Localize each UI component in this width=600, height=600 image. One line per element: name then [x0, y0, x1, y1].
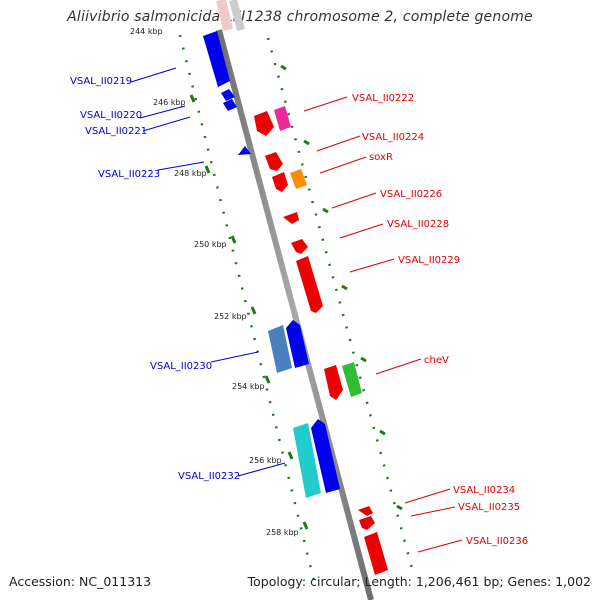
kbp-label: 258 kbp [266, 528, 299, 537]
kbp-label: 248 kbp [174, 169, 207, 178]
kbp-label: 246 kbp [153, 98, 186, 107]
gene-chev-a [324, 365, 343, 400]
gene-label: VSAL_II0223 [98, 169, 160, 180]
gene-label: VSAL_II0222 [352, 93, 414, 104]
gene-vsal-ii0221 [223, 99, 237, 111]
gene-label: VSAL_II0235 [458, 502, 520, 513]
gene-label: VSAL_II0221 [85, 126, 147, 137]
reverse-strand-genes [203, 31, 340, 498]
gene-vsal-ii0229 [296, 256, 323, 313]
gene-vsal-ii0235 [359, 516, 375, 530]
gene-chev-b [342, 362, 362, 397]
gene-label: VSAL_II0228 [387, 219, 449, 230]
backbone [216, 0, 374, 600]
gene-label: VSAL_II0232 [178, 471, 240, 482]
genome-stats-text: Topology: circular; Length: 1,206,461 bp… [247, 574, 591, 589]
gene-label: VSAL_II0224 [362, 132, 424, 143]
gene-label: VSAL_II0234 [453, 485, 515, 496]
dotted-tick-lines [178, 34, 415, 586]
kbp-labels: 244 kbp 246 kbp 248 kbp 250 kbp 252 kbp … [130, 27, 299, 537]
kbp-label: 244 kbp [130, 27, 163, 36]
kbp-label: 250 kbp [194, 240, 227, 249]
gene-label: VSAL_II0226 [380, 189, 442, 200]
gene-vsal-ii0222-a [254, 111, 274, 136]
accession-text: Accession: NC_011313 [9, 574, 152, 589]
gene-vsal-ii0230-b [286, 320, 309, 368]
gene-vsal-ii0226 [283, 212, 299, 224]
gene-vsal-ii0222-b [274, 106, 291, 131]
gene-label: VSAL_II0230 [150, 361, 212, 372]
kbp-label: 252 kbp [214, 312, 247, 321]
major-ticks [189, 64, 403, 530]
gene-label: cheV [424, 355, 449, 366]
gene-label: VSAL_II0220 [80, 110, 142, 121]
gene-vsal-ii0232-a [293, 423, 321, 498]
gene-vsal-ii0236 [364, 532, 388, 575]
forward-strand-genes [254, 106, 388, 575]
kbp-label: 256 kbp [249, 456, 282, 465]
gene-label: VSAL_II0236 [466, 536, 528, 547]
gene-label: VSAL_II0229 [398, 255, 460, 266]
map-title: Aliivibrio salmonicida LFI1238 chromosom… [67, 9, 533, 25]
gene-vsal-ii0232-b [311, 419, 340, 493]
gene-label: VSAL_II0219 [70, 76, 132, 87]
gene-vsal-ii0219 [203, 31, 230, 87]
kbp-label: 254 kbp [232, 382, 265, 391]
gene-vsal-ii0223 [238, 146, 251, 155]
gene-vsal-ii0234 [358, 506, 373, 516]
reverse-gene-labels: VSAL_II0219 VSAL_II0220 VSAL_II0221 VSAL… [70, 76, 240, 482]
gene-label: soxR [369, 152, 393, 163]
forward-gene-labels: VSAL_II0222 VSAL_II0224 soxR VSAL_II0226… [352, 93, 528, 547]
gene-vsal-ii0224-a [265, 152, 283, 171]
leader-lines [130, 67, 463, 553]
gene-vsal-ii0220 [221, 89, 235, 101]
gene-vsal-ii0230-a [268, 325, 292, 373]
gene-vsal-ii0228 [291, 239, 308, 254]
outer-right-dotted-line [266, 37, 415, 573]
gene-soxr [290, 169, 307, 189]
gene-vsal-ii0224-b [272, 172, 288, 192]
